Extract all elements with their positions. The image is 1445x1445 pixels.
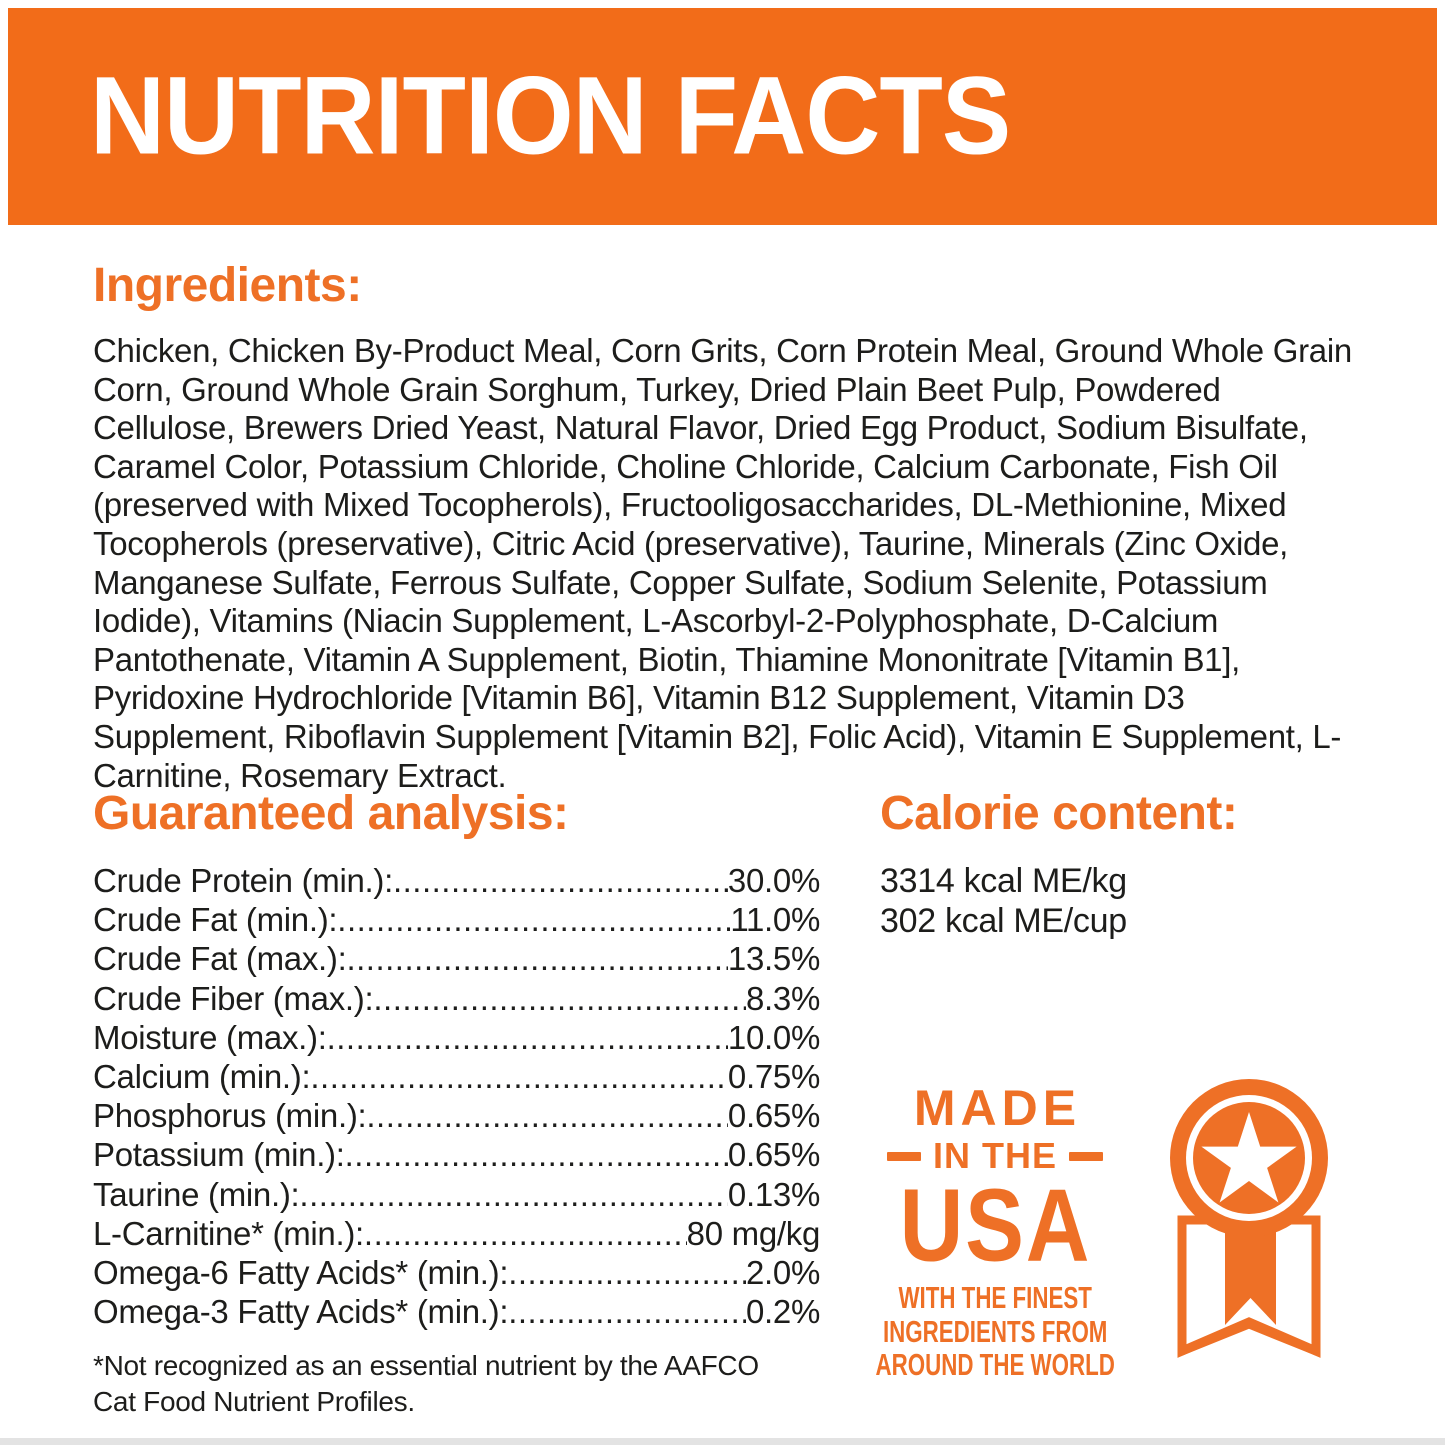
analysis-row-label: Crude Fat (max.): — [93, 940, 347, 978]
analysis-row-label: Crude Fiber (max.): — [93, 979, 374, 1017]
calorie-content-heading: Calorie content: — [880, 787, 1238, 840]
aafco-footnote: *Not recognized as an essential nutrient… — [93, 1350, 759, 1417]
analysis-row-label: Calcium (min.): — [93, 1058, 311, 1096]
analysis-row: Potassium (min.): 0.65% — [93, 1135, 820, 1174]
analysis-row-value: 2.0% — [745, 1254, 820, 1292]
award-ribbon-star-icon — [1170, 1079, 1328, 1358]
analysis-row-label: Taurine (min.): — [93, 1175, 300, 1213]
bottom-edge-strip — [0, 1438, 1445, 1445]
dot-leader — [327, 1018, 728, 1057]
analysis-row-value: 0.75% — [727, 1058, 820, 1096]
dot-leader — [364, 1214, 687, 1253]
analysis-row: Crude Fiber (max.): 8.3% — [93, 979, 820, 1018]
analysis-row-label: Omega-3 Fatty Acids* (min.): — [93, 1293, 509, 1331]
analysis-row: Omega-3 Fatty Acids* (min.): 0.2% — [93, 1292, 820, 1331]
calorie-cup-line: 302 kcal ME/cup — [880, 902, 1127, 940]
analysis-row-value: 0.65% — [727, 1136, 820, 1174]
badge-tagline-line: AROUND THE WORLD — [875, 1347, 1115, 1382]
analysis-row-label: Crude Protein (min.): — [93, 862, 393, 899]
dot-leader — [393, 861, 728, 900]
analysis-row: Crude Fat (max.): 13.5% — [93, 939, 820, 978]
made-in-usa-badge: MADE IN THE USA WITH THE FINEST INGREDIE… — [872, 1080, 1118, 1382]
analysis-row-label: Crude Fat (min.): — [93, 901, 338, 939]
analysis-row-label: Moisture (max.): — [93, 1018, 327, 1056]
analysis-row-value: 11.0% — [730, 901, 820, 939]
dot-leader — [508, 1292, 746, 1331]
guaranteed-analysis-heading: Guaranteed analysis: — [93, 787, 569, 840]
analysis-row-value: 8.3% — [745, 979, 820, 1017]
analysis-row: L-Carnitine* (min.): 80 mg/kg — [93, 1214, 820, 1253]
analysis-row-label: Omega-6 Fatty Acids* (min.): — [93, 1254, 509, 1292]
guaranteed-analysis-list: Crude Protein (min.): 30.0% Crude Fat (m… — [93, 861, 820, 1331]
nutrition-facts-banner: NUTRITION FACTS — [8, 8, 1437, 225]
analysis-row-label: Phosphorus (min.): — [93, 1097, 367, 1135]
analysis-row: Calcium (min.): 0.75% — [93, 1057, 820, 1096]
analysis-row: Crude Protein (min.): 30.0% — [93, 861, 820, 900]
analysis-row: Moisture (max.): 10.0% — [93, 1018, 820, 1057]
page-title: NUTRITION FACTS — [90, 54, 1011, 178]
analysis-row-value: 80 mg/kg — [686, 1214, 821, 1252]
analysis-row: Omega-6 Fatty Acids* (min.): 2.0% — [93, 1253, 820, 1292]
calorie-kg-line: 3314 kcal ME/kg — [880, 862, 1127, 900]
analysis-row-value: 30.0% — [727, 862, 820, 899]
badge-made-label: MADE — [913, 1080, 1082, 1136]
analysis-row-value: 0.2% — [745, 1293, 820, 1331]
analysis-row: Crude Fat (min.): 11.0% — [93, 900, 820, 939]
badge-tagline-line: WITH THE FINEST — [898, 1280, 1092, 1315]
analysis-row: Taurine (min.): 0.13% — [93, 1175, 820, 1214]
analysis-row-label: L-Carnitine* (min.): — [93, 1214, 364, 1252]
badge-usa-label: USA — [899, 1167, 1091, 1283]
dot-leader — [508, 1253, 746, 1292]
analysis-row-value: 10.0% — [727, 1018, 820, 1056]
analysis-row-value: 13.5% — [727, 940, 820, 978]
dot-leader — [366, 1096, 728, 1135]
badge-in-the-row: IN THE — [886, 1135, 1103, 1176]
dot-leader — [337, 900, 730, 939]
ingredients-paragraph: Chicken, Chicken By-Product Meal, Corn G… — [93, 332, 1352, 794]
dot-leader — [373, 979, 746, 1018]
dot-leader — [345, 1135, 728, 1174]
analysis-row-value: 0.13% — [727, 1175, 820, 1213]
dash-left — [886, 1151, 921, 1161]
dot-leader — [346, 939, 727, 978]
dash-right — [1069, 1151, 1103, 1161]
analysis-row-label: Potassium (min.): — [93, 1136, 345, 1174]
analysis-row-value: 0.65% — [727, 1097, 820, 1135]
badge-tagline-line: INGREDIENTS FROM — [882, 1313, 1108, 1349]
dot-leader — [310, 1057, 728, 1096]
dot-leader — [299, 1175, 728, 1214]
analysis-row: Phosphorus (min.): 0.65% — [93, 1096, 820, 1135]
calorie-content-values: 3314 kcal ME/kg 302 kcal ME/cup — [880, 861, 1127, 941]
ingredients-heading: Ingredients: — [93, 259, 362, 312]
badge-in-the-label: IN THE — [932, 1135, 1057, 1176]
badge-tagline: WITH THE FINEST INGREDIENTS FROM AROUND … — [829, 1281, 1161, 1382]
